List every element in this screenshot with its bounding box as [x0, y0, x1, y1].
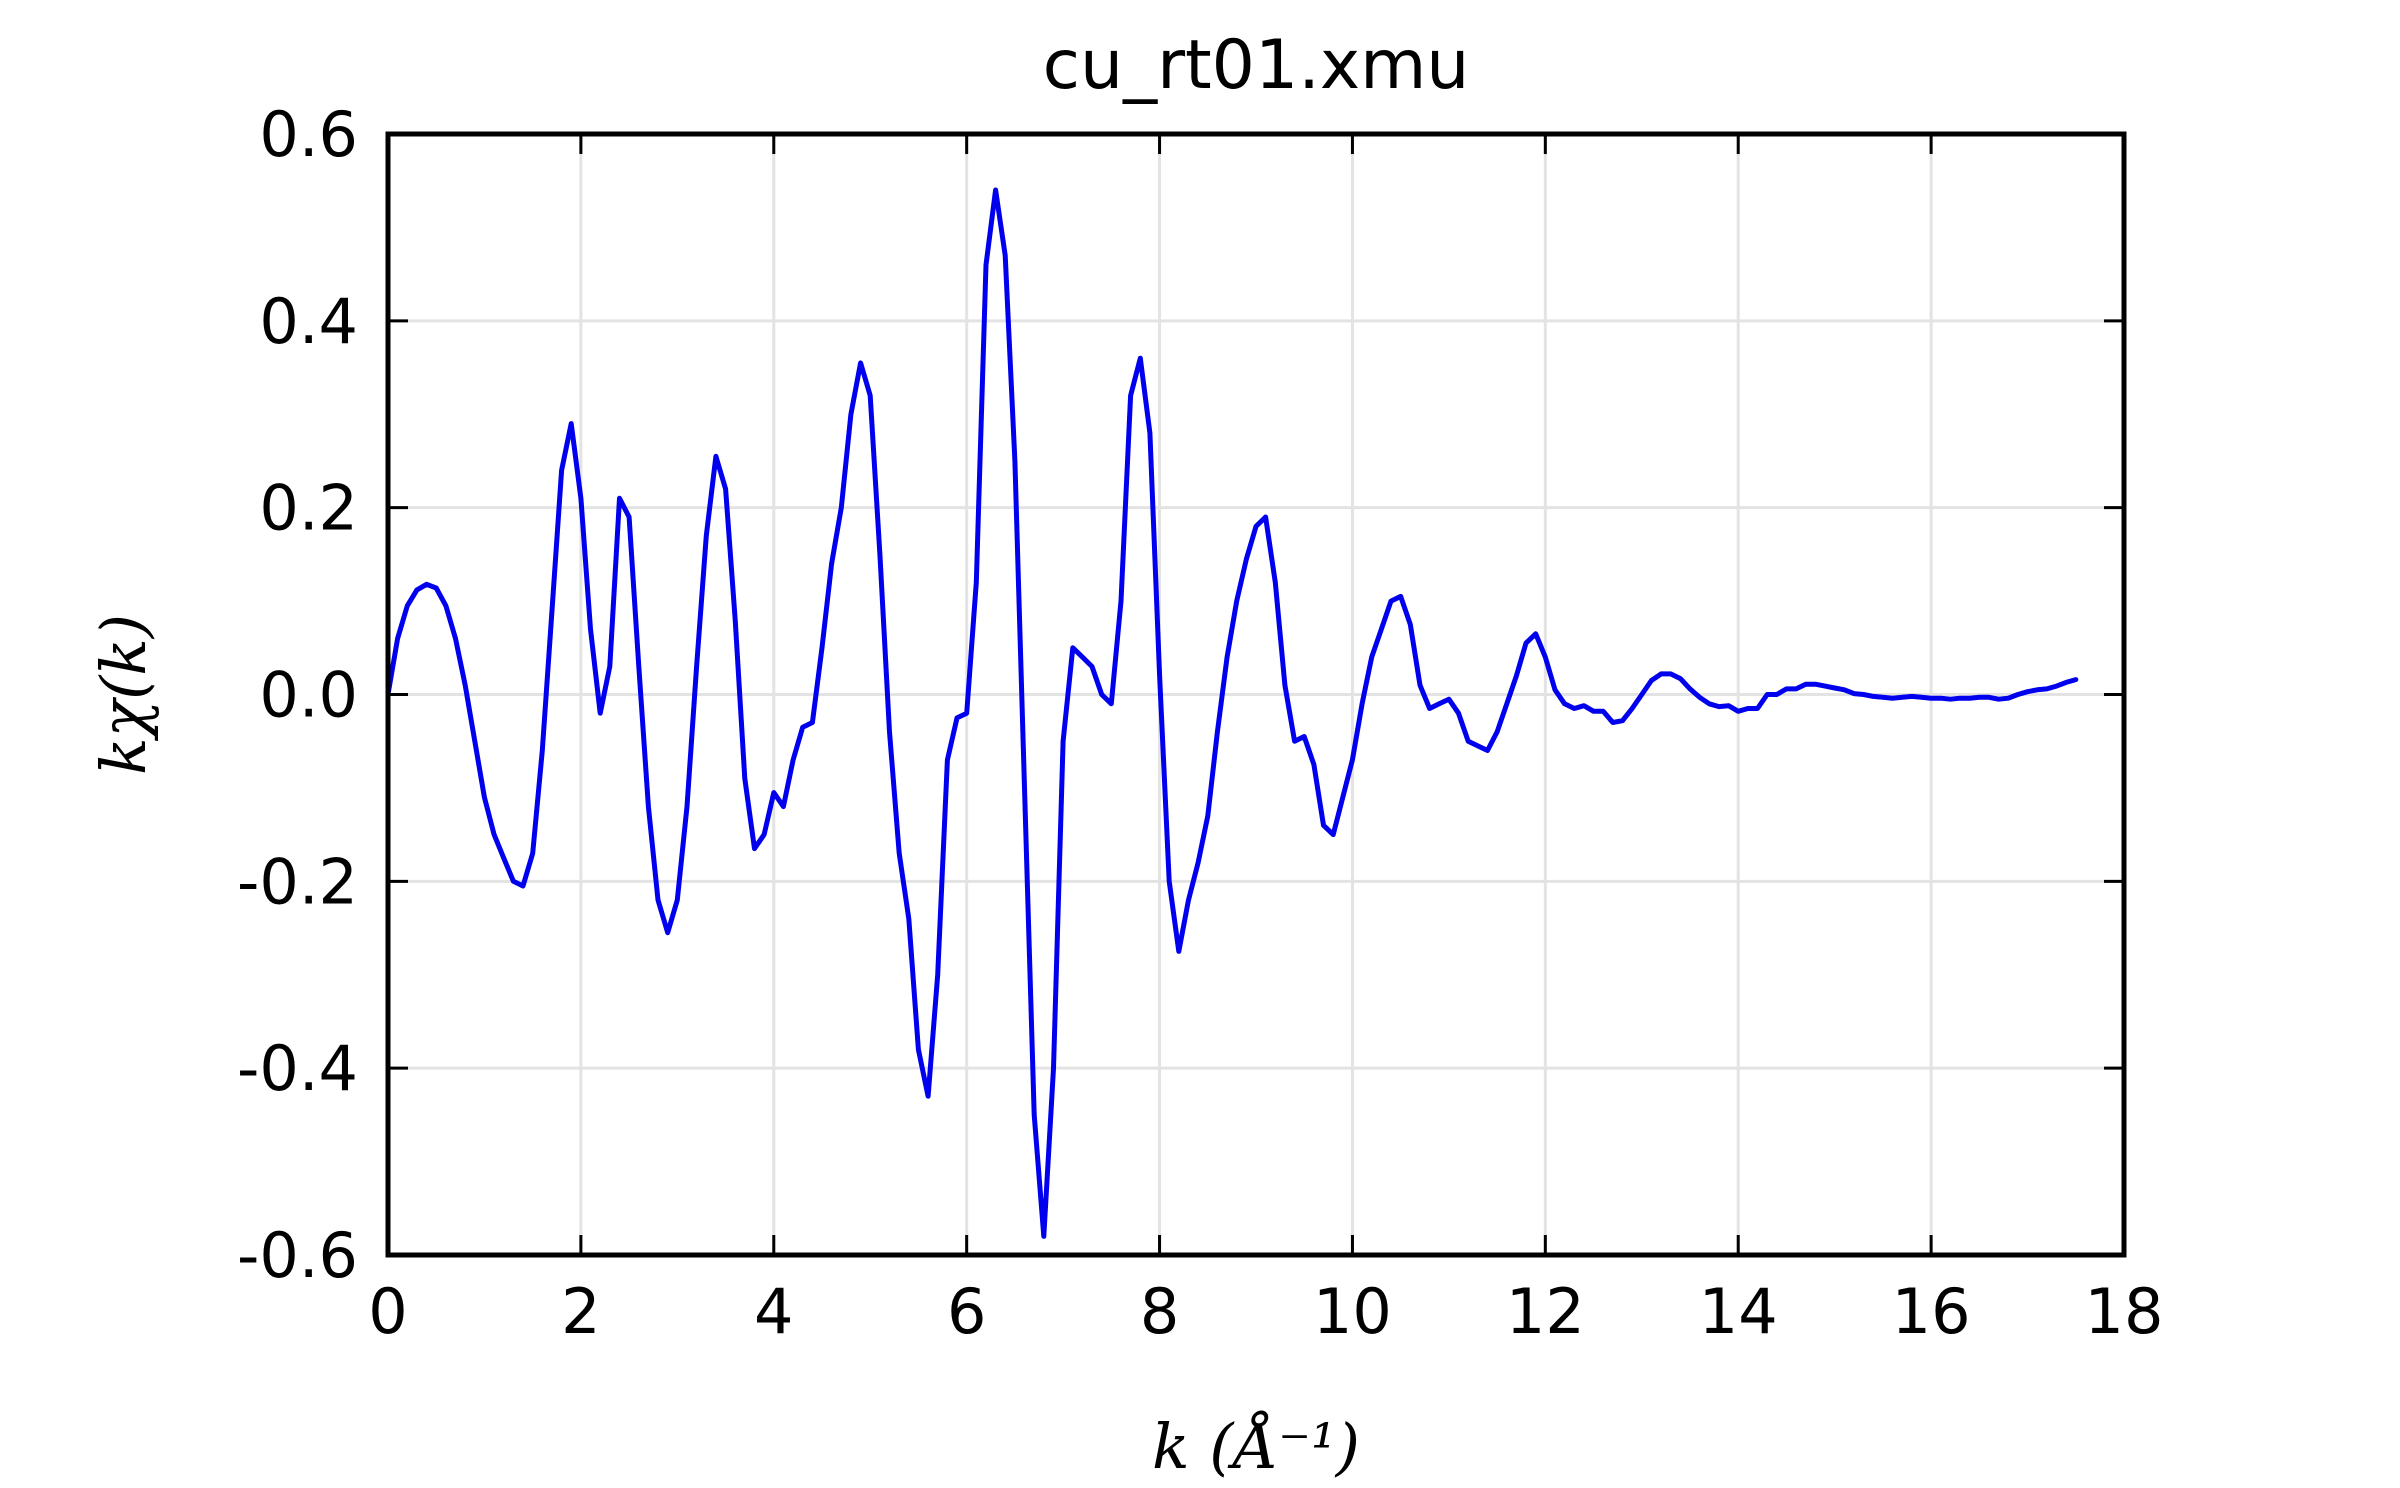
y-tick-label: 0.2: [259, 472, 358, 545]
series-line: [385, 187, 2079, 1239]
y-tick-label: -0.4: [237, 1032, 358, 1105]
y-axis-label: kχ(k): [87, 614, 160, 775]
y-tick-label: 0.6: [259, 98, 358, 171]
chart-title: cu_rt01.xmu: [1043, 26, 1470, 105]
x-tick-label: 14: [1699, 1275, 1778, 1348]
tick-labels: 0 2 4 6 8 10 12 14 16 18 -0.6 -0.4 -0.2 0.0 0.2 0.4 0.6: [237, 98, 2163, 1348]
y-tick-label: 0.4: [259, 285, 358, 358]
tick-marks: [386, 132, 2126, 1257]
plot-series: [385, 187, 2079, 1239]
x-tick-label: 0: [368, 1275, 407, 1348]
x-tick-label: 12: [1506, 1275, 1585, 1348]
y-tick-label: -0.6: [237, 1219, 358, 1292]
x-axis-label: k (Å⁻¹): [1152, 1410, 1360, 1483]
x-tick-label: 10: [1313, 1275, 1392, 1348]
y-tick-label: -0.2: [237, 845, 358, 918]
x-tick-label: 8: [1140, 1275, 1179, 1348]
x-tick-label: 18: [2085, 1275, 2164, 1348]
x-tick-label: 2: [561, 1275, 600, 1348]
x-tick-label: 6: [947, 1275, 986, 1348]
x-tick-label: 16: [1892, 1275, 1971, 1348]
y-tick-label: 0.0: [259, 659, 358, 732]
x-tick-label: 4: [754, 1275, 793, 1348]
